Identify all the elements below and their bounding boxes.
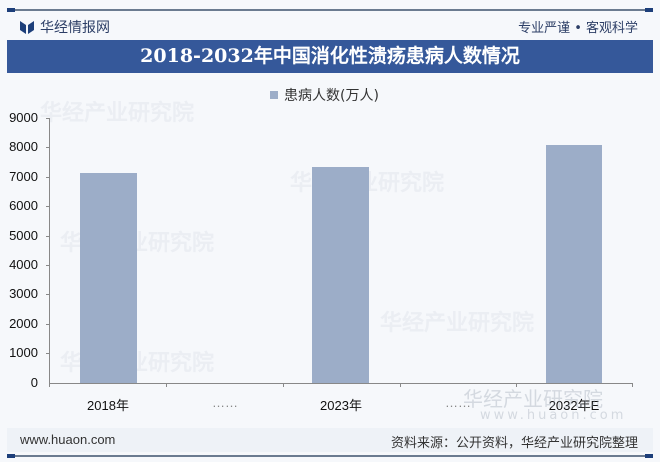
y-tick: 6000: [9, 198, 38, 213]
brand-logo-icon: [20, 20, 34, 34]
y-tick: 3000: [9, 286, 38, 301]
y-tick: 0: [30, 375, 38, 390]
divider-cap: [7, 454, 15, 458]
y-tick: 7000: [9, 169, 38, 184]
bar-2018: [80, 173, 137, 383]
watermark: 华经产业研究院: [380, 311, 535, 336]
top-divider: [7, 8, 653, 12]
x-tick: 2032年E: [548, 398, 600, 413]
x-tick: 2023年: [320, 398, 362, 413]
y-tick: 8000: [9, 139, 38, 154]
footer-website: www.huaon.com: [20, 432, 116, 447]
watermark-logo-text: 华经产业研究院: [463, 387, 603, 411]
brand-name: 华经情报网: [40, 20, 110, 36]
x-tick: ……: [212, 395, 238, 410]
bar-2032e: [546, 145, 602, 383]
y-tick: 9000: [9, 110, 38, 125]
bar-2023: [312, 167, 369, 383]
legend-swatch: [270, 91, 278, 99]
y-tick: 5000: [9, 228, 38, 243]
x-tick: 2018年: [87, 398, 129, 413]
bottom-divider: [7, 454, 653, 458]
watermark-url: www.huaon.com: [480, 408, 627, 423]
divider-cap: [7, 8, 15, 12]
legend-label: 患病人数(万人): [284, 88, 379, 104]
y-tick: 1000: [9, 345, 38, 360]
y-tick: 4000: [9, 257, 38, 272]
slogan: 专业严谨 • 客观科学: [518, 21, 638, 36]
divider-cap: [645, 8, 653, 12]
divider-cap: [645, 454, 653, 458]
brand: 华经情报网: [20, 17, 110, 37]
footer-band: [7, 428, 653, 452]
chart-legend: 患病人数(万人): [270, 85, 379, 105]
x-tick: ……: [445, 395, 471, 410]
chart-title: 2018-2032年中国消化性溃疡患病人数情况: [7, 40, 653, 73]
footer-source: 资料来源：公开资料，华经产业研究院整理: [390, 436, 638, 451]
y-tick: 2000: [9, 316, 38, 331]
watermark: 华经产业研究院: [40, 101, 195, 126]
